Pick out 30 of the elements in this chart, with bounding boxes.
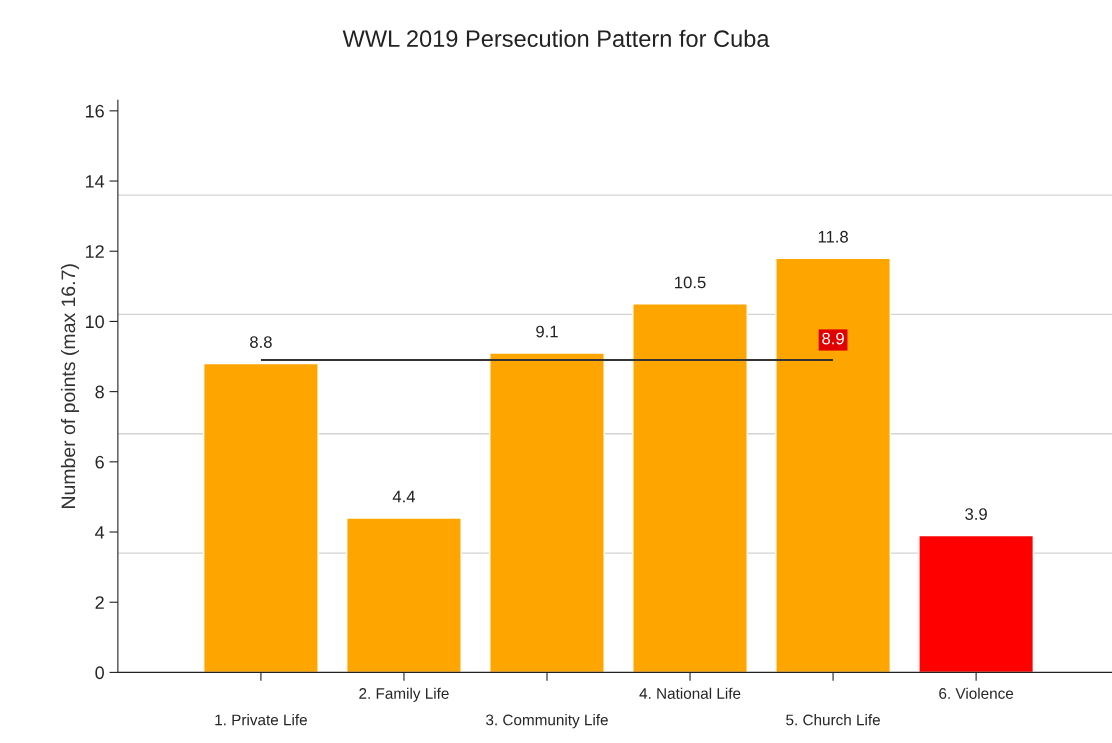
- data-label: 8.8: [250, 336, 272, 348]
- y-tick-label: 8: [95, 385, 104, 399]
- bar: [203, 362, 319, 673]
- y-tick-label: 16: [85, 104, 104, 118]
- data-label: 10.5: [675, 276, 706, 289]
- bar: [775, 257, 891, 673]
- y-tick-label: 4: [95, 526, 105, 539]
- ref-line-label: 8.9: [822, 332, 844, 345]
- x-tick-label: 6. Violence: [939, 687, 1014, 699]
- x-tick-label: 5. Church Life: [786, 714, 880, 726]
- y-tick-label: 10: [85, 315, 104, 329]
- data-label: 3.9: [965, 508, 987, 520]
- bar: [346, 517, 462, 673]
- y-tick-label: 2: [95, 596, 104, 609]
- x-tick-label: 3. Community Life: [486, 714, 608, 729]
- bar: [632, 303, 748, 673]
- data-label: 4.4: [392, 490, 416, 503]
- y-axis-title: Number of points (max 16.7): [60, 264, 80, 508]
- y-tick-label: 12: [85, 245, 104, 258]
- y-tick-label: 6: [95, 455, 104, 469]
- y-tick-label: 14: [85, 175, 105, 188]
- data-label: 11.8: [818, 230, 848, 243]
- bar: [918, 534, 1035, 673]
- bar: [489, 352, 605, 673]
- chart-title: WWL 2019 Persecution Pattern for Cuba: [342, 29, 770, 48]
- data-label: 9.1: [536, 325, 558, 338]
- y-tick-label: 0: [95, 666, 104, 680]
- x-tick-label: 2. Family Life: [359, 687, 449, 702]
- x-tick-label: 1. Private Life: [215, 714, 307, 726]
- x-tick-label: 4. National Life: [639, 687, 741, 699]
